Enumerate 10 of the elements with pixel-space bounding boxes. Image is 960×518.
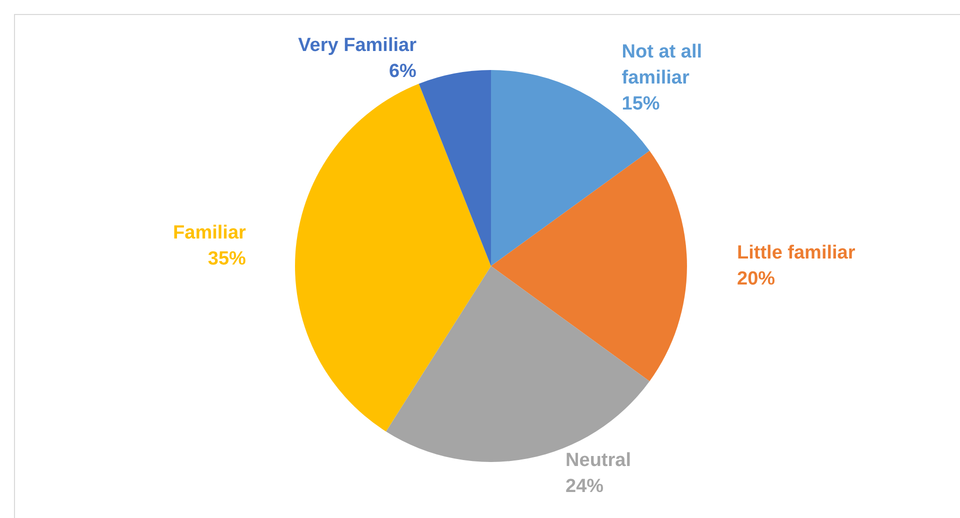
data-label: 35%	[208, 248, 246, 270]
slice-label: Little familiar	[737, 242, 856, 264]
slice-label: Not at all familiar	[622, 42, 708, 88]
data-label: 24%	[566, 476, 604, 497]
data-label: 20%	[737, 268, 776, 290]
slice-label: Familiar	[173, 222, 247, 244]
data-label: 15%	[622, 94, 660, 114]
slice-label: Neutral	[566, 450, 632, 471]
data-label: 6%	[388, 61, 417, 82]
slice-label: Very Familiar	[298, 35, 418, 56]
